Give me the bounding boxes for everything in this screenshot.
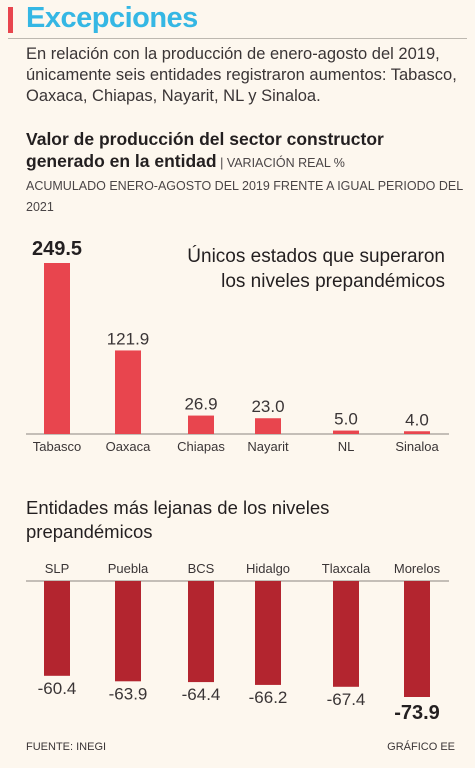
bar-morelos [404, 581, 430, 697]
bar-oaxaca [115, 350, 141, 434]
value-label-tabasco: 249.5 [32, 238, 82, 260]
source-note: FUENTE: INEGI [26, 741, 107, 753]
value-label-tlaxcala: -67.4 [327, 690, 366, 709]
credit-note: GRÁFICO EE [387, 741, 455, 753]
bar-tlaxcala [333, 581, 359, 687]
bar-bcs [188, 581, 214, 683]
chart-title-unit: VARIACIÓN REAL % [226, 156, 345, 170]
category-label-puebla: Puebla [108, 561, 149, 576]
page-title: Excepciones [26, 2, 198, 34]
category-label-chiapas: Chiapas [177, 439, 225, 454]
chart-subtitle: ACUMULADO ENERO-AGOSTO DEL 2019 FRENTE A… [26, 179, 463, 214]
category-label-tlaxcala: Tlaxcala [322, 561, 371, 576]
bar-nayarit [255, 418, 281, 434]
value-label-hidalgo: -66.2 [249, 688, 288, 707]
value-label-morelos: -73.9 [394, 702, 440, 724]
chart-title-separator: | [216, 156, 227, 170]
value-label-nl: 5.0 [334, 410, 358, 429]
category-label-sinaloa: Sinaloa [395, 439, 439, 454]
bar-puebla [115, 581, 141, 682]
chart-title: Valor de producción del sector construct… [26, 128, 466, 174]
header-divider [8, 38, 467, 39]
header-accent-bar [8, 7, 13, 33]
value-label-oaxaca: 121.9 [107, 329, 150, 348]
category-label-tabasco: Tabasco [33, 439, 81, 454]
category-label-bcs: BCS [188, 561, 215, 576]
bar-hidalgo [255, 581, 281, 685]
bar-nl [333, 430, 359, 434]
negative-chart-title: Entidades más lejanas de los niveles pre… [26, 497, 330, 542]
category-label-nayarit: Nayarit [247, 439, 289, 454]
category-label-slp: SLP [45, 561, 70, 576]
category-label-morelos: Morelos [394, 561, 441, 576]
category-label-nl: NL [338, 439, 355, 454]
bar-chiapas [188, 415, 214, 434]
value-label-chiapas: 26.9 [184, 395, 217, 414]
category-label-hidalgo: Hidalgo [246, 561, 290, 576]
bar-sinaloa [404, 431, 430, 434]
value-label-bcs: -64.4 [182, 685, 221, 704]
value-label-nayarit: 23.0 [251, 397, 284, 416]
category-label-oaxaca: Oaxaca [106, 439, 152, 454]
bar-tabasco [44, 263, 70, 434]
value-label-sinaloa: 4.0 [405, 410, 429, 429]
value-label-slp: -60.4 [38, 679, 77, 698]
positive-chart-title: Únicos estados que superaron los niveles… [187, 246, 445, 292]
intro-text: En relación con la producción de enero-a… [26, 45, 457, 105]
chart-title-main: Valor de producción del sector construct… [26, 129, 384, 171]
value-label-puebla: -63.9 [109, 684, 148, 703]
bar-slp [44, 581, 70, 676]
